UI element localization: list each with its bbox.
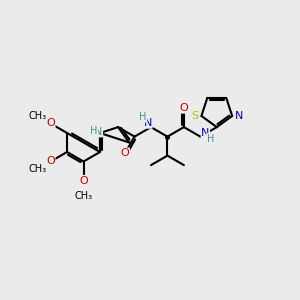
Text: N: N: [144, 118, 152, 128]
Text: N: N: [235, 111, 243, 121]
Text: O: O: [46, 157, 55, 166]
Text: N: N: [201, 128, 209, 138]
Text: CH₃: CH₃: [74, 191, 93, 201]
Text: O: O: [179, 103, 188, 113]
Text: O: O: [46, 118, 55, 128]
Text: CH₃: CH₃: [28, 164, 46, 174]
Text: O: O: [121, 148, 129, 158]
Text: S: S: [191, 111, 198, 121]
Text: H: H: [90, 126, 97, 136]
Text: O: O: [79, 176, 88, 185]
Text: N: N: [94, 127, 103, 137]
Text: H: H: [207, 134, 214, 144]
Text: CH₃: CH₃: [28, 111, 46, 121]
Text: H: H: [139, 112, 147, 122]
